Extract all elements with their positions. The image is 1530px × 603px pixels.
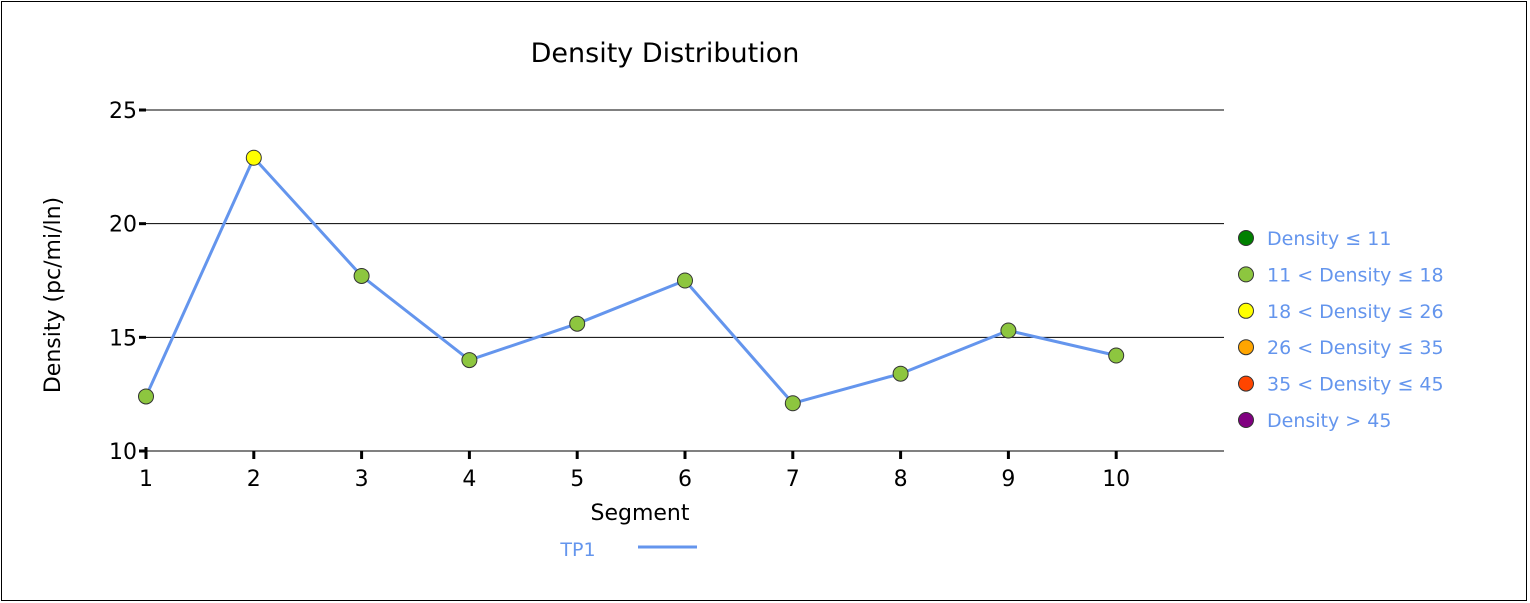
- legend-marker-icon: [1238, 266, 1254, 283]
- x-tick-label: 1: [139, 467, 153, 492]
- data-point-segment-10[interactable]: [1108, 347, 1125, 364]
- data-point-segment-5[interactable]: [569, 315, 586, 332]
- y-tick-label: 10: [109, 440, 137, 465]
- y-tick-label: 25: [109, 99, 137, 124]
- legend-item: 11 < Density ≤ 18: [1238, 264, 1444, 286]
- x-tick-label: 3: [355, 467, 369, 492]
- data-point-segment-9[interactable]: [1000, 322, 1017, 339]
- series-legend: TP1: [559, 539, 697, 561]
- series-layer: [144, 156, 1117, 405]
- legend-item: Density > 45: [1238, 410, 1391, 432]
- x-tick-label: 9: [1001, 467, 1015, 492]
- data-point-segment-3[interactable]: [353, 267, 370, 284]
- x-tick-label: 10: [1102, 467, 1130, 492]
- axes: 10 15 20 25 1 2 3 4 5 6 7 8 9 10: [109, 99, 1224, 492]
- legend-label: Density ≤ 11: [1267, 228, 1391, 250]
- data-points: [138, 149, 1125, 412]
- x-tick-label: 5: [570, 467, 584, 492]
- legend-label: 35 < Density ≤ 45: [1267, 374, 1444, 396]
- legend-item: 26 < Density ≤ 35: [1238, 337, 1444, 359]
- x-tick-label: 4: [462, 467, 476, 492]
- density-legend: Density ≤ 11 11 < Density ≤ 18 18 < Densit…: [1238, 228, 1444, 432]
- grid-lines: [146, 109, 1224, 338]
- data-point-segment-8[interactable]: [892, 365, 909, 382]
- data-point-segment-1[interactable]: [138, 388, 154, 405]
- chart-title: Density Distribution: [531, 38, 800, 69]
- legend-label: 11 < Density ≤ 18: [1267, 264, 1444, 286]
- x-tick-label: 8: [894, 467, 908, 492]
- legend-marker-icon: [1238, 375, 1254, 392]
- legend-item: Density ≤ 11: [1238, 228, 1391, 250]
- legend-marker-icon: [1238, 412, 1254, 428]
- legend-marker-icon: [1238, 339, 1254, 356]
- series-legend-label: TP1: [559, 539, 595, 561]
- series-line-tp1: [144, 156, 1117, 405]
- data-point-segment-4[interactable]: [461, 352, 478, 369]
- y-tick-label: 15: [109, 326, 137, 351]
- legend-marker-icon: [1238, 302, 1254, 319]
- legend-item: 35 < Density ≤ 45: [1238, 374, 1444, 396]
- legend-label: 18 < Density ≤ 26: [1267, 301, 1444, 323]
- legend-item: 18 < Density ≤ 26: [1238, 301, 1444, 323]
- data-point-segment-2[interactable]: [245, 149, 262, 166]
- data-point-segment-7[interactable]: [784, 395, 801, 412]
- legend-label: Density > 45: [1267, 410, 1391, 432]
- data-point-segment-6[interactable]: [677, 272, 693, 289]
- legend-label: 26 < Density ≤ 35: [1267, 337, 1444, 359]
- x-tick-label: 2: [247, 467, 261, 492]
- y-axis-title: Density (pc/mi/ln): [41, 197, 66, 393]
- x-axis-title: Segment: [591, 501, 690, 526]
- y-tick-label: 20: [109, 213, 137, 238]
- legend-marker-icon: [1238, 230, 1254, 246]
- x-tick-label: 6: [678, 467, 692, 492]
- x-tick-label: 7: [786, 467, 800, 492]
